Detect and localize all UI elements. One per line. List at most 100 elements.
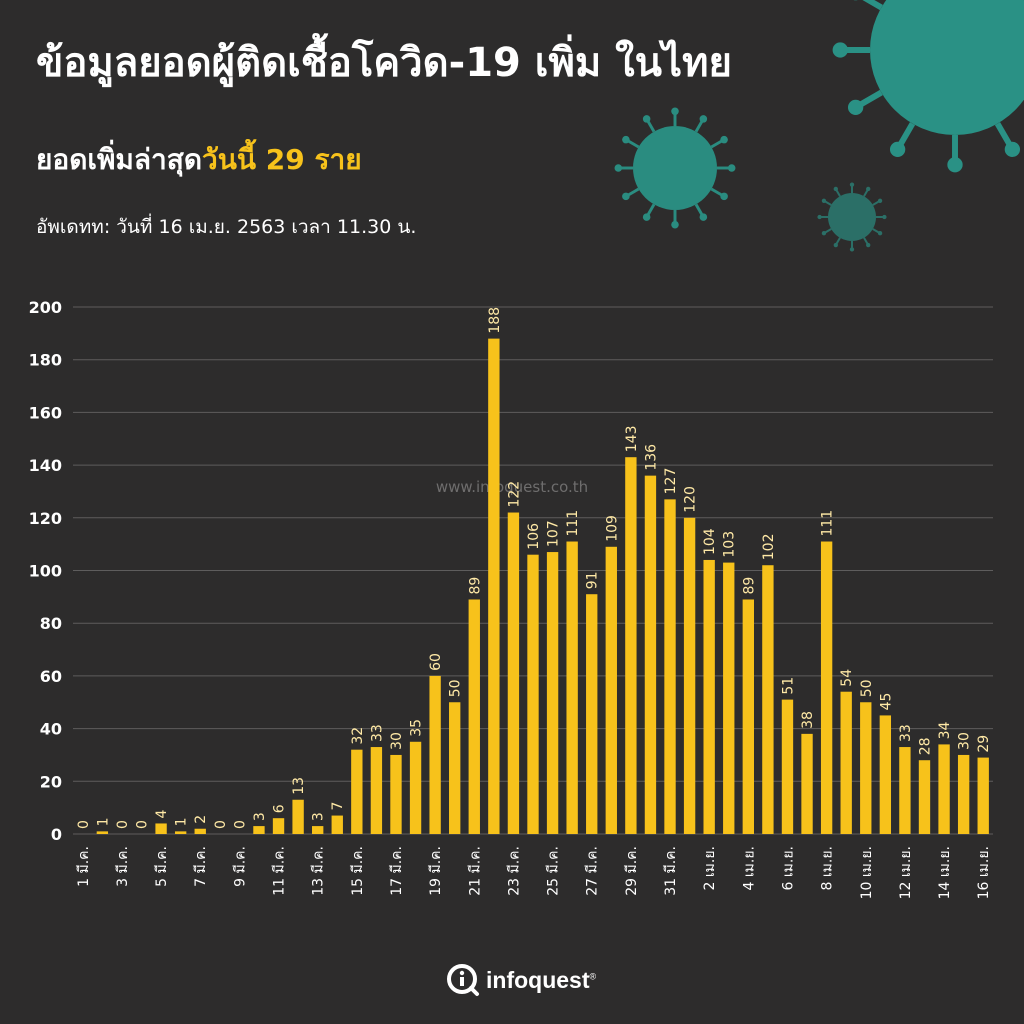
bar xyxy=(272,818,285,834)
x-tick-label: 5 มี.ค. xyxy=(154,846,170,887)
x-tick-label: 31 มี.ค. xyxy=(663,846,679,896)
data-label: 0 xyxy=(232,820,248,829)
y-tick-label: 120 xyxy=(29,509,62,528)
bar xyxy=(879,715,892,834)
data-label: 1 xyxy=(174,817,190,826)
bar xyxy=(644,475,657,834)
bar xyxy=(429,675,441,834)
bar xyxy=(801,733,813,834)
brand-name: infoquest® xyxy=(486,966,597,993)
data-label: 30 xyxy=(389,732,405,750)
data-label: 38 xyxy=(800,711,816,729)
data-label: 89 xyxy=(741,577,757,595)
bar xyxy=(390,754,402,834)
data-label: 0 xyxy=(213,820,229,829)
info-icon xyxy=(447,964,479,996)
data-label: 54 xyxy=(839,669,855,687)
bar xyxy=(96,831,109,834)
x-tick-label: 17 มี.ค. xyxy=(389,846,405,896)
x-tick-label: 21 มี.ค. xyxy=(467,846,483,896)
bar xyxy=(742,599,754,834)
data-label: 13 xyxy=(291,777,307,795)
y-tick-label: 80 xyxy=(40,614,62,633)
data-label: 45 xyxy=(878,693,894,711)
subtitle-highlight: วันนี้ 29 ราย xyxy=(202,143,362,176)
data-label: 30 xyxy=(957,732,973,750)
y-tick-label: 180 xyxy=(29,351,62,370)
data-label: 4 xyxy=(154,809,170,818)
bar xyxy=(566,541,578,834)
data-label: 188 xyxy=(487,307,503,334)
bar xyxy=(253,826,265,834)
bar xyxy=(488,338,500,834)
bar xyxy=(468,599,480,834)
bar xyxy=(820,541,833,834)
bar xyxy=(331,815,343,834)
bar xyxy=(918,760,931,834)
y-tick-label: 20 xyxy=(40,772,62,791)
bar xyxy=(292,799,304,834)
data-label: 6 xyxy=(272,804,288,813)
data-label: 0 xyxy=(135,820,151,829)
bar xyxy=(527,554,539,834)
x-tick-label: 25 มี.ค. xyxy=(546,846,562,896)
data-label: 136 xyxy=(643,444,659,471)
update-info: อัพเดทท: วันที่ 16 เม.ย. 2563 เวลา 11.30… xyxy=(36,212,416,242)
data-label: 104 xyxy=(702,528,718,555)
data-label: 103 xyxy=(722,531,738,558)
bar xyxy=(155,823,167,834)
data-label: 34 xyxy=(937,722,953,740)
data-label: 33 xyxy=(369,724,385,742)
data-label: 28 xyxy=(917,737,933,755)
update-label: อัพเดทท: วันที่ xyxy=(36,216,153,238)
x-tick-label: 1 มี.ค. xyxy=(76,846,92,887)
data-label: 0 xyxy=(76,820,92,829)
x-tick-label: 9 มี.ค. xyxy=(232,846,248,887)
y-tick-label: 60 xyxy=(40,667,62,686)
x-tick-label: 10 เม.ย. xyxy=(859,846,875,899)
page-title: ข้อมูลยอดผู้ติดเชื้อโควิด-19 เพิ่ม ในไทย xyxy=(36,40,732,86)
bar xyxy=(938,744,950,834)
x-tick-label: 12 เม.ย. xyxy=(898,846,914,899)
x-tick-label: 3 มี.ค. xyxy=(115,846,131,887)
data-label: 127 xyxy=(663,468,679,495)
x-tick-label: 27 มี.ค. xyxy=(585,846,601,896)
data-label: 122 xyxy=(506,481,522,508)
data-label: 91 xyxy=(585,571,601,589)
watermark: www.infoquest.co.th xyxy=(436,478,588,496)
data-label: 89 xyxy=(467,577,483,595)
data-label: 111 xyxy=(820,510,836,537)
data-label: 106 xyxy=(526,523,542,550)
bar xyxy=(957,754,970,834)
bar xyxy=(194,828,206,834)
bar xyxy=(507,512,520,834)
data-label: 3 xyxy=(311,812,327,821)
x-tick-label: 19 มี.ค. xyxy=(428,846,444,896)
x-tick-label: 2 เม.ย. xyxy=(702,846,718,890)
bar xyxy=(625,457,637,834)
bar xyxy=(723,562,735,834)
x-tick-label: 4 เม.ย. xyxy=(741,846,757,890)
data-label: 35 xyxy=(409,719,425,737)
data-label: 107 xyxy=(546,520,562,547)
page-subtitle: ยอดเพิ่มล่าสุดวันนี้ 29 ราย xyxy=(36,138,362,182)
bar xyxy=(762,565,774,834)
bar xyxy=(370,747,383,834)
data-label: 0 xyxy=(115,820,131,829)
bar xyxy=(781,699,794,834)
x-tick-label: 7 มี.ค. xyxy=(193,846,209,887)
data-label: 120 xyxy=(683,486,699,513)
bar xyxy=(409,741,422,834)
data-label: 1 xyxy=(95,817,111,826)
data-label: 111 xyxy=(565,510,581,537)
bar xyxy=(586,594,598,834)
subtitle-prefix: ยอดเพิ่มล่าสุด xyxy=(36,143,203,176)
x-tick-label: 14 เม.ย. xyxy=(937,846,953,899)
data-label: 32 xyxy=(350,727,366,745)
x-tick-label: 13 มี.ค. xyxy=(311,846,327,896)
data-label: 102 xyxy=(761,533,777,560)
bar xyxy=(899,747,911,834)
x-tick-label: 29 มี.ค. xyxy=(624,846,640,896)
data-label: 60 xyxy=(428,653,444,671)
